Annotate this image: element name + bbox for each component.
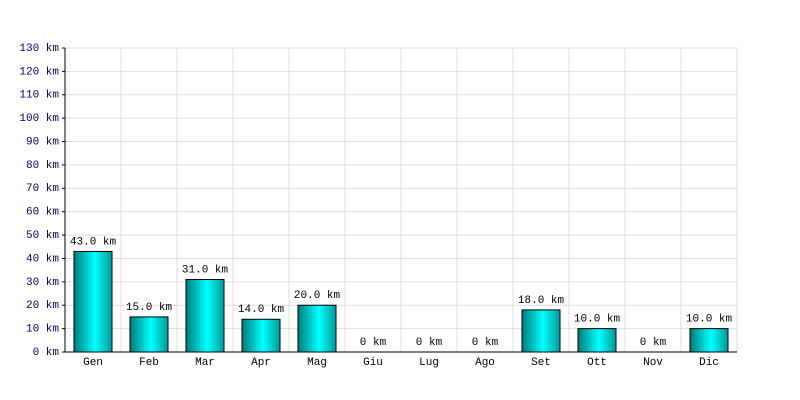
value-label: 10.0 km [574,314,621,326]
value-label: 31.0 km [182,264,229,276]
bar [73,250,113,353]
value-label: 18.0 km [518,295,565,307]
y-tick-label: 60 km [26,207,59,219]
bar [689,328,729,353]
value-label: 10.0 km [686,314,733,326]
x-tick-label: Mag [307,357,327,369]
x-tick-label: Ago [475,357,495,369]
value-label: 14.0 km [238,304,285,316]
bar [297,304,337,353]
x-tick-label: Ott [587,357,607,369]
x-tick-label: Giu [363,357,383,369]
x-tick-label: Dic [699,357,719,369]
y-tick-label: 100 km [19,113,59,125]
x-tick-label: Set [531,357,551,369]
x-tick-label: Feb [139,357,159,369]
y-tick-label: 50 km [26,230,59,242]
value-label: 0 km [360,337,387,349]
x-tick-label: Gen [83,357,103,369]
y-tick-label: 30 km [26,277,59,289]
bar [577,328,617,353]
y-tick-label: 70 km [26,183,59,195]
value-label: 43.0 km [70,236,117,248]
value-label: 0 km [416,337,443,349]
value-label: 0 km [640,337,667,349]
bar [185,279,225,353]
y-tick-label: 40 km [26,253,59,265]
bar [521,309,561,353]
y-tick-label: 0 km [33,347,60,359]
value-label: 20.0 km [294,290,341,302]
x-tick-label: Apr [251,357,271,369]
y-tick-label: 110 km [19,90,59,102]
x-tick-label: Nov [643,357,663,369]
y-tick-label: 10 km [26,324,59,336]
bar [241,318,281,353]
y-tick-label: 90 km [26,136,59,148]
y-tick-label: 120 km [19,66,59,78]
x-tick-label: Lug [419,357,439,369]
x-tick-label: Mar [195,357,215,369]
y-tick-label: 130 km [19,43,59,55]
value-label: 0 km [472,337,499,349]
y-tick-label: 20 km [26,300,59,312]
bar [129,316,169,353]
y-tick-label: 80 km [26,160,59,172]
value-label: 15.0 km [126,302,173,314]
